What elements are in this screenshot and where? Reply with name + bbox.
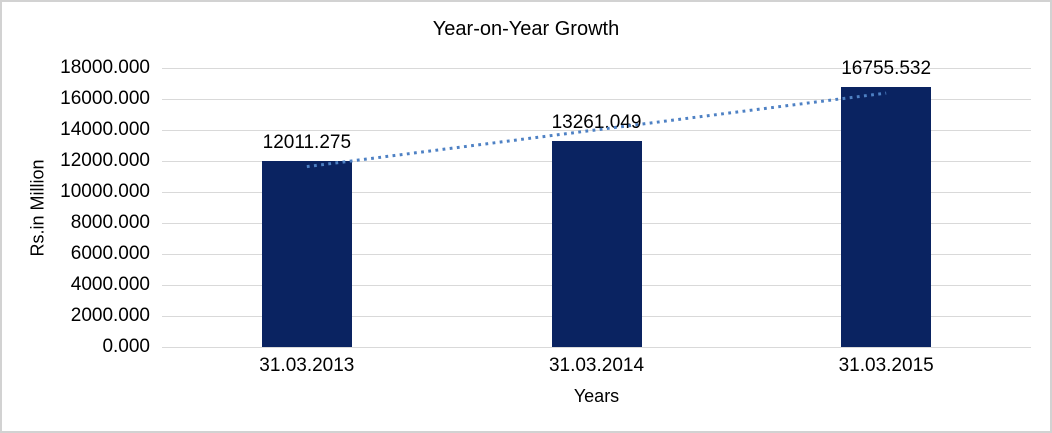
y-tick-label: 6000.000 — [70, 243, 150, 264]
bar-value-label: 13261.049 — [551, 112, 642, 134]
x-tick-label: 31.03.2013 — [259, 355, 355, 376]
trendline — [306, 91, 887, 169]
bar — [841, 87, 932, 347]
chart-title: Year-on-Year Growth — [432, 18, 620, 40]
bar-value-label: 16755.532 — [841, 58, 932, 80]
x-tick-label: 31.03.2015 — [838, 355, 934, 376]
bar — [551, 141, 642, 347]
y-tick-label: 4000.000 — [70, 274, 150, 295]
y-tick-label: 8000.000 — [70, 212, 150, 233]
gridline — [162, 129, 1031, 131]
y-tick-label: 14000.000 — [60, 119, 150, 140]
gridline — [162, 67, 1031, 69]
y-tick-label: 2000.000 — [70, 305, 150, 326]
y-tick-label: 18000.000 — [60, 57, 150, 78]
trendline-dotted-line — [306, 91, 887, 169]
y-tick-label: 16000.000 — [60, 88, 150, 109]
x-tick-label: 31.03.2014 — [548, 355, 645, 376]
bar-value-label: 12011.275 — [262, 131, 352, 153]
gridline — [162, 346, 1031, 348]
y-tick-label: 10000.000 — [60, 181, 150, 202]
y-tick-label: 12000.000 — [60, 150, 150, 171]
y-axis-tick-labels: 0.000 2000.000 4000.000 6000.000 8000.000 100… — [2, 57, 150, 357]
x-axis-title: Years — [573, 386, 620, 406]
bar — [261, 160, 352, 347]
gridline — [162, 98, 1031, 100]
plot-area: 12011.275 31.03.2013 13261.049 31.03.2014 16… — [162, 58, 1031, 376]
y-tick-label: 0.000 — [102, 336, 150, 357]
